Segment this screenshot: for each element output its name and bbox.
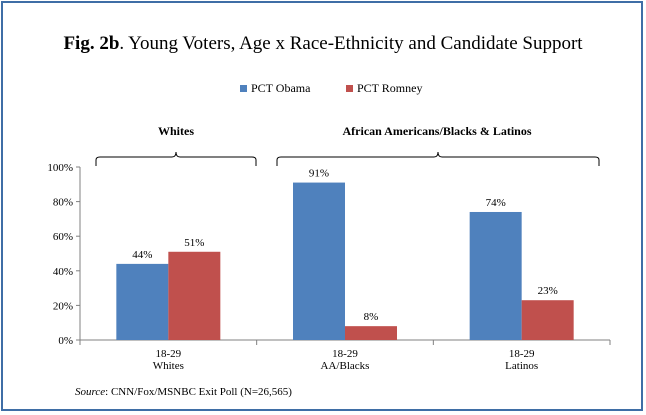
bracket-whites — [95, 151, 257, 166]
bar — [345, 326, 397, 340]
bar — [116, 263, 169, 340]
bar — [168, 251, 221, 340]
legend-label-romney: PCT Romney — [357, 81, 422, 95]
source-text: : CNN/Fox/MSNBC Exit Poll (N=26,565) — [105, 386, 292, 398]
x-tick-label: AA/Blacks — [321, 360, 370, 372]
bar — [293, 182, 345, 340]
data-labels: 44% 51% 91% 8% 74% 23% — [132, 168, 558, 324]
source-label: Source — [75, 386, 106, 398]
legend-swatch-romney — [346, 85, 353, 92]
data-label: 51% — [184, 237, 204, 249]
y-tick-label: 40% — [53, 266, 73, 278]
y-tick-label: 0% — [58, 335, 73, 347]
legend-swatch-obama — [240, 85, 247, 92]
y-tick-label: 20% — [53, 300, 73, 312]
group-label-aa-latinos: African Americans/Blacks & Latinos — [343, 124, 532, 138]
bars — [116, 182, 574, 340]
group-aa-latinos: African Americans/Blacks & Latinos — [276, 124, 600, 166]
bar — [469, 211, 522, 340]
y-tick-label: 80% — [53, 197, 73, 209]
x-tick-label: 18-29 — [332, 348, 358, 360]
x-tick-label: 18-29 — [509, 348, 535, 360]
group-label-whites: Whites — [158, 124, 194, 138]
data-label: 74% — [486, 197, 506, 209]
bar — [521, 300, 574, 340]
data-label: 44% — [132, 249, 152, 261]
y-tick-label: 100% — [47, 162, 73, 174]
y-tick-label: 60% — [53, 231, 73, 243]
legend: PCT Obama PCT Romney — [240, 81, 422, 95]
x-tick-label: 18-29 — [155, 348, 181, 360]
source-note: Source: CNN/Fox/MSNBC Exit Poll (N=26,56… — [75, 386, 292, 398]
figure-title-text: . Young Voters, Age x Race-Ethnicity and… — [119, 33, 583, 54]
figure-number: Fig. 2b — [63, 33, 120, 54]
bracket-aa-latinos — [276, 151, 600, 166]
data-label: 8% — [364, 311, 379, 323]
group-whites: Whites — [95, 124, 257, 166]
chart-title: Fig. 2b. Young Voters, Age x Race-Ethnic… — [0, 33, 646, 55]
x-tick-label: Latinos — [505, 360, 538, 372]
x-tick-label: Whites — [153, 360, 184, 372]
legend-label-obama: PCT Obama — [251, 81, 311, 95]
data-label: 91% — [309, 168, 329, 180]
axes: 0%20%40%60%80%100%18-29Whites18-29AA/Bla… — [47, 162, 611, 372]
data-label: 23% — [538, 285, 558, 297]
